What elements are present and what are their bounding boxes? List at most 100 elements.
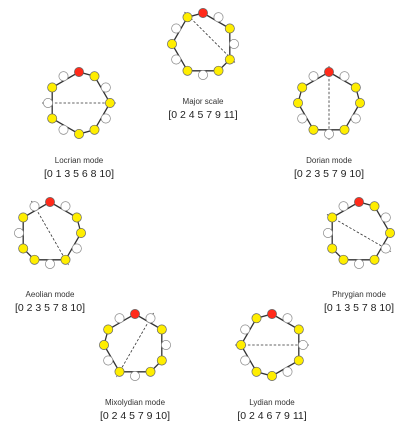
mode-mixolydian: Mixolydian mode [0 2 4 5 7 9 10] (99, 309, 171, 422)
pitch-dot (354, 259, 364, 269)
scale-note-dot (18, 243, 29, 254)
scale-note-dot (29, 254, 40, 265)
scale-note-dot (103, 324, 114, 335)
pitch-dot (43, 98, 53, 108)
scale-note-dot (105, 98, 115, 108)
mode-set-major: [0 2 4 5 7 9 11] (168, 109, 237, 121)
scale-note-dot (251, 366, 262, 377)
pitch-dot (240, 355, 251, 366)
scale-note-dot (182, 65, 193, 76)
pitch-dot (323, 228, 333, 238)
pitch-dot (282, 366, 293, 377)
scale-note-dot (385, 228, 395, 238)
mode-name-major: Major scale (183, 97, 224, 106)
scale-note-dot (18, 212, 29, 223)
mode-set-mixolydian: [0 2 4 5 7 9 10] (100, 410, 170, 422)
scale-polygon (103, 313, 163, 373)
tonic-dot (130, 309, 140, 319)
scale-note-dot (71, 212, 82, 223)
mode-set-lydian: [0 2 4 6 7 9 11] (237, 410, 306, 422)
scale-note-dot (338, 254, 349, 265)
scale-note-dot (369, 254, 380, 265)
scale-polygon (240, 313, 300, 377)
pitch-dot (198, 70, 208, 80)
scale-note-dot (99, 340, 109, 350)
scale-note-dot (236, 340, 246, 350)
dorian-pitch-wheel (293, 66, 365, 140)
tonic-dot (324, 67, 334, 77)
pitch-dot (339, 71, 350, 82)
pitch-dot (60, 201, 71, 212)
scale-note-dot (327, 243, 338, 254)
pitch-dot (297, 113, 308, 124)
lydian-pitch-wheel (235, 309, 309, 381)
scale-note-dot (293, 98, 303, 108)
aeolian-pitch-wheel (14, 197, 86, 269)
mode-name-locrian: Locrian mode (55, 156, 104, 165)
pitch-dot (380, 243, 391, 254)
scale-polygon (331, 201, 391, 261)
scale-polygon (51, 71, 111, 135)
pitch-dot (29, 201, 40, 212)
pitch-dot (240, 324, 251, 335)
mode-name-dorian: Dorian mode (306, 156, 352, 165)
scale-note-dot (167, 39, 177, 49)
symmetry-axis (326, 214, 392, 252)
pitch-dot (14, 228, 24, 238)
scale-note-dot (89, 124, 100, 135)
scale-note-dot (293, 355, 304, 366)
scale-note-dot (350, 82, 361, 93)
scale-note-dot (327, 212, 338, 223)
pitch-dot (130, 371, 140, 381)
major-pitch-wheel (167, 8, 239, 80)
mode-set-phrygian: [0 1 3 5 7 8 10] (324, 302, 394, 314)
scale-note-dot (339, 124, 350, 135)
pitch-dot (350, 113, 361, 124)
scale-note-dot (156, 324, 167, 335)
pitch-dot (114, 313, 125, 324)
mode-name-aeolian: Aeolian mode (26, 290, 75, 299)
pitch-dot (338, 201, 349, 212)
scale-note-dot (224, 23, 235, 34)
tonic-dot (354, 197, 364, 207)
scale-note-dot (355, 98, 365, 108)
pitch-dot (324, 129, 334, 139)
pitch-dot (380, 212, 391, 223)
symmetry-axis (184, 11, 236, 63)
pitch-dot (103, 355, 114, 366)
symmetry-axis (116, 312, 154, 378)
pitch-dot (161, 340, 171, 350)
pitch-dot (171, 54, 182, 65)
mixolydian-pitch-wheel (99, 309, 171, 381)
mode-set-dorian: [0 2 3 5 7 9 10] (294, 168, 364, 180)
scale-note-dot (267, 371, 277, 381)
scale-note-dot (293, 324, 304, 335)
mode-set-locrian: [0 1 3 5 6 8 10] (44, 168, 114, 180)
tonic-dot (267, 309, 277, 319)
mode-dorian: Dorian mode [0 2 3 5 7 9 10] (293, 66, 365, 180)
scale-note-dot (47, 113, 58, 124)
scale-note-dot (213, 65, 224, 76)
tonic-dot (198, 8, 208, 18)
scale-note-dot (114, 366, 125, 377)
tonic-dot (45, 197, 55, 207)
scale-note-dot (74, 129, 84, 139)
phrygian-pitch-wheel (323, 197, 395, 269)
symmetry-axis (31, 200, 69, 266)
mode-set-aeolian: [0 2 3 5 7 8 10] (15, 302, 85, 314)
scale-note-dot (89, 71, 100, 82)
pitch-dot (145, 313, 156, 324)
scale-note-dot (60, 254, 71, 265)
mode-phrygian: Phrygian mode [0 1 3 5 7 8 10] (323, 197, 395, 314)
scale-note-dot (251, 313, 262, 324)
pitch-dot (308, 71, 319, 82)
pitch-dot (282, 313, 293, 324)
mode-name-phrygian: Phrygian mode (332, 290, 386, 299)
scale-note-dot (182, 12, 193, 23)
pitch-dot (71, 243, 82, 254)
pitch-dot (45, 259, 55, 269)
locrian-pitch-wheel (42, 67, 116, 139)
mode-major: Major scale [0 2 4 5 7 9 11] (167, 8, 239, 121)
scale-note-dot (145, 366, 156, 377)
